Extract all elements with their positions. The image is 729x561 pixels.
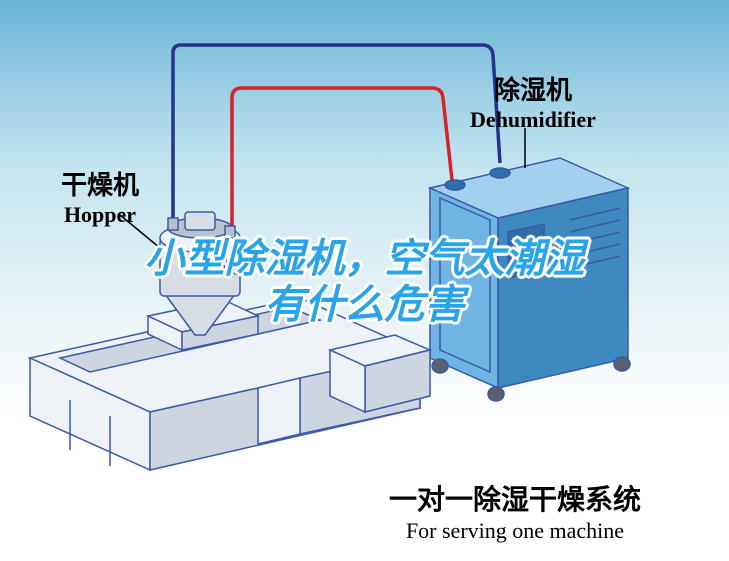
hopper-label-en: Hopper: [30, 202, 170, 228]
caption-en: For serving one machine: [330, 518, 700, 544]
dehumidifier-label: 除湿机 Dehumidifier: [438, 70, 628, 133]
overlay-title: 小型除湿机，空气太潮湿 有什么危害: [145, 236, 585, 328]
hopper-label: 干燥机 Hopper: [30, 165, 170, 228]
hopper-label-cn: 干燥机: [30, 165, 170, 202]
overlay-line2: 有什么危害: [145, 282, 585, 328]
system-caption: 一对一除湿干燥系统 For serving one machine: [330, 478, 700, 544]
pipe-red: [232, 88, 452, 232]
dehumidifier-label-cn: 除湿机: [438, 70, 628, 107]
overlay-line1: 小型除湿机，空气太潮湿: [145, 236, 585, 282]
caption-cn: 一对一除湿干燥系统: [330, 478, 700, 518]
dehumidifier-label-en: Dehumidifier: [438, 107, 628, 133]
